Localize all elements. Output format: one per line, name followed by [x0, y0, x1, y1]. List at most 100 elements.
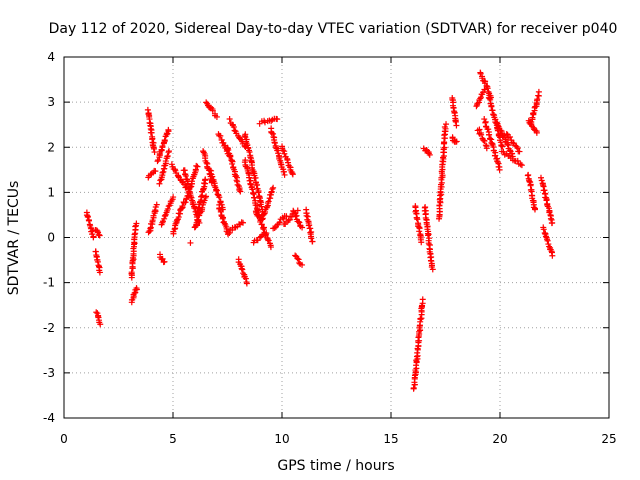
data-point: [482, 142, 489, 149]
data-point: [194, 163, 201, 170]
data-point: [305, 222, 312, 229]
data-point: [221, 220, 228, 227]
data-point: [161, 258, 168, 265]
data-point: [299, 261, 306, 268]
data-point: [284, 156, 291, 163]
data-point: [161, 215, 168, 222]
data-point: [281, 171, 288, 178]
data-point: [295, 218, 302, 225]
data-point: [230, 124, 237, 131]
data-point: [477, 70, 484, 77]
data-point: [150, 145, 157, 152]
data-point: [482, 119, 489, 126]
data-point: [477, 94, 484, 101]
data-point: [97, 321, 104, 328]
data-points: [83, 69, 556, 392]
data-point: [229, 160, 236, 167]
data-point: [453, 122, 460, 129]
data-point: [96, 269, 103, 276]
data-point: [234, 181, 241, 188]
y-tick-label: -3: [43, 366, 55, 380]
data-point: [242, 275, 249, 282]
data-point: [416, 228, 423, 235]
data-point: [187, 239, 194, 246]
data-point: [481, 116, 488, 123]
x-tick-label: 25: [601, 432, 616, 446]
data-point: [208, 104, 215, 111]
data-point: [265, 237, 272, 244]
data-point: [261, 119, 268, 126]
y-tick-label: 4: [47, 50, 55, 64]
data-point: [161, 137, 168, 144]
data-point: [184, 181, 191, 188]
data-point: [213, 113, 220, 120]
data-point: [260, 226, 267, 233]
x-axis-label: GPS time / hours: [277, 458, 394, 474]
data-point: [531, 206, 538, 213]
tick-labels: 0 5 10 15 20 25 -4 -3 -2 -1 0 1 2 3 4: [43, 50, 617, 446]
data-point: [155, 157, 162, 164]
data-point: [481, 138, 488, 145]
data-point: [133, 220, 140, 227]
y-tick-label: 1: [47, 185, 55, 199]
y-tick-label: -2: [43, 321, 55, 335]
data-point: [209, 107, 216, 114]
data-point: [543, 197, 550, 204]
data-point: [450, 104, 457, 111]
data-point: [255, 189, 262, 196]
data-point: [258, 221, 265, 228]
data-point: [144, 106, 151, 113]
data-point: [419, 296, 426, 303]
data-point: [159, 169, 166, 176]
data-point: [128, 269, 135, 276]
data-point: [279, 147, 286, 154]
data-point: [488, 103, 495, 110]
data-point: [308, 235, 315, 242]
data-point: [187, 193, 194, 200]
data-point: [413, 357, 420, 364]
data-point: [153, 201, 160, 208]
data-point: [294, 255, 301, 262]
data-point: [274, 116, 281, 123]
data-point: [237, 188, 244, 195]
data-point: [164, 153, 171, 160]
chart-title: Day 112 of 2020, Sidereal Day-to-day VTE…: [49, 21, 618, 37]
data-point: [219, 215, 226, 222]
data-point: [441, 124, 448, 131]
data-point: [414, 216, 421, 223]
data-point: [156, 180, 163, 187]
data-point: [203, 193, 210, 200]
data-point: [133, 285, 140, 292]
data-point: [152, 168, 159, 175]
data-point: [132, 223, 139, 230]
data-point: [499, 143, 506, 150]
data-point: [285, 159, 292, 166]
data-point: [537, 174, 544, 181]
data-point: [267, 244, 274, 251]
data-point: [504, 141, 511, 148]
data-point: [271, 140, 278, 147]
data-point: [94, 258, 101, 265]
data-point: [270, 184, 277, 191]
data-point: [93, 309, 100, 316]
data-point: [506, 147, 513, 154]
data-point: [517, 161, 524, 168]
data-point: [440, 154, 447, 161]
y-axis-label: SDTVAR / TECUs: [6, 181, 22, 296]
data-point: [226, 230, 233, 237]
data-point: [162, 212, 169, 219]
data-point: [131, 290, 138, 297]
data-point: [226, 116, 233, 123]
data-point: [503, 131, 510, 138]
data-point: [179, 203, 186, 210]
data-point: [170, 194, 177, 201]
data-point: [265, 198, 272, 205]
data-point: [484, 85, 491, 92]
data-point: [500, 148, 507, 155]
data-point: [493, 119, 500, 126]
data-point: [478, 131, 485, 138]
y-tick-label: 3: [47, 95, 55, 109]
data-point: [477, 95, 484, 102]
data-point: [548, 220, 555, 227]
axis-ticks: [63, 56, 610, 419]
